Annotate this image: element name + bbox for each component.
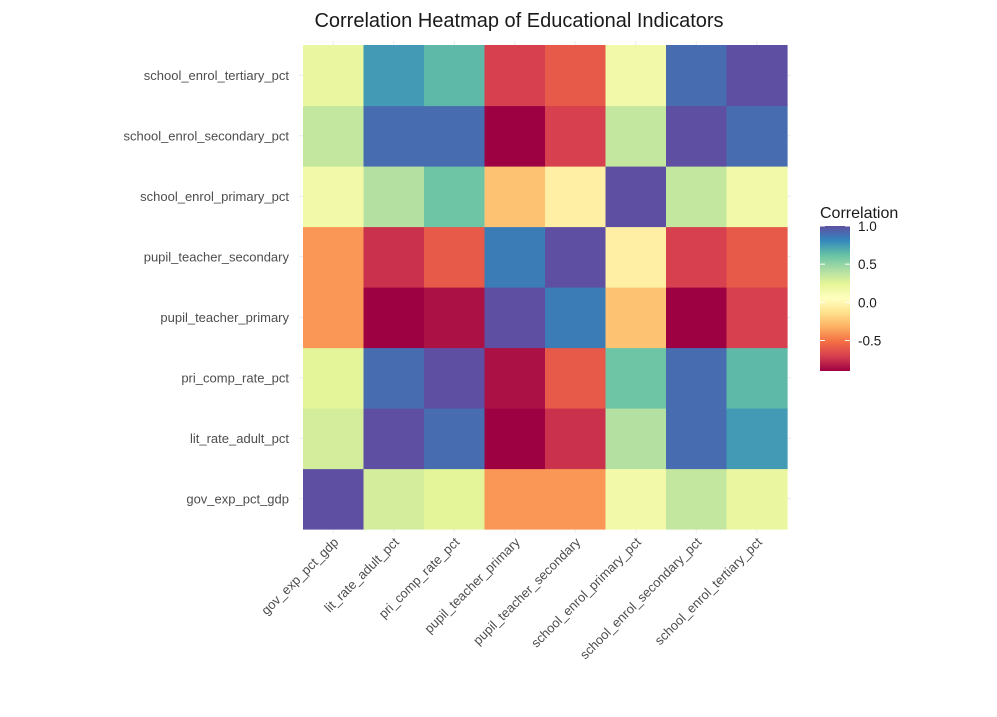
heatmap-cell-pri-comp-rate-pct-pupil-teacher-secondary [424, 226, 486, 288]
heatmap-cell-lit-rate-adult-pct-school-enrol-secondary-pct [363, 105, 425, 167]
heatmap-cell-school-enrol-tertiary-pct-school-enrol-secondary-pct [726, 105, 788, 167]
y-tick-label: pupil_teacher_secondary [144, 249, 290, 264]
heatmap-cell-school-enrol-primary-pct-pri-comp-rate-pct [605, 347, 667, 409]
heatmap-cell-pupil-teacher-primary-pupil-teacher-primary [484, 287, 546, 349]
chart-title: Correlation Heatmap of Educational Indic… [314, 10, 723, 32]
heatmap-cell-gov-exp-pct-gdp-pupil-teacher-secondary [303, 226, 365, 288]
legend-ticks: 1.0 0.5 0.0 -0.5 [820, 219, 881, 348]
heatmap-cell-lit-rate-adult-pct-pupil-teacher-primary [363, 287, 425, 349]
heatmap-cell-pupil-teacher-secondary-pri-comp-rate-pct [545, 347, 607, 409]
heatmap-cell-gov-exp-pct-gdp-school-enrol-secondary-pct [303, 105, 365, 167]
y-tick-label: school_enrol_secondary_pct [124, 128, 290, 143]
legend: Correlation 1.0 0.5 0.0 -0.5 [820, 205, 898, 371]
x-axis-tick-labels: gov_exp_pct_gdplit_rate_adult_pctpri_com… [258, 534, 765, 662]
heatmap-cell-pupil-teacher-secondary-school-enrol-secondary-pct [545, 105, 607, 167]
heatmap-cell-pupil-teacher-primary-gov-exp-pct-gdp [484, 468, 546, 530]
heatmap-cell-lit-rate-adult-pct-pupil-teacher-secondary [363, 226, 425, 288]
heatmap-cell-pupil-teacher-primary-school-enrol-tertiary-pct [484, 45, 546, 107]
heatmap-cell-school-enrol-secondary-pct-pri-comp-rate-pct [666, 347, 728, 409]
heatmap-cell-school-enrol-tertiary-pct-lit-rate-adult-pct [726, 408, 788, 470]
heatmap-cell-lit-rate-adult-pct-pri-comp-rate-pct [363, 347, 425, 409]
heatmap-cell-school-enrol-tertiary-pct-school-enrol-primary-pct [726, 166, 788, 228]
heatmap-cell-school-enrol-secondary-pct-lit-rate-adult-pct [666, 408, 728, 470]
heatmap-cell-lit-rate-adult-pct-school-enrol-primary-pct [363, 166, 425, 228]
heatmap-cell-school-enrol-tertiary-pct-pupil-teacher-secondary [726, 226, 788, 288]
heatmap-cell-school-enrol-secondary-pct-pupil-teacher-primary [666, 287, 728, 349]
heatmap-cell-pupil-teacher-secondary-lit-rate-adult-pct [545, 408, 607, 470]
heatmap-cell-gov-exp-pct-gdp-school-enrol-tertiary-pct [303, 45, 365, 107]
heatmap-cell-pupil-teacher-secondary-gov-exp-pct-gdp [545, 468, 607, 530]
heatmap-cell-school-enrol-primary-pct-gov-exp-pct-gdp [605, 468, 667, 530]
legend-tick-label: 0.0 [858, 295, 877, 310]
heatmap-cell-pupil-teacher-secondary-pupil-teacher-secondary [545, 226, 607, 288]
legend-title: Correlation [820, 205, 898, 222]
heatmap-cell-pupil-teacher-primary-pri-comp-rate-pct [484, 347, 546, 409]
y-tick-label: school_enrol_primary_pct [140, 189, 289, 204]
heatmap-cell-school-enrol-tertiary-pct-pupil-teacher-primary [726, 287, 788, 349]
heatmap-cell-pupil-teacher-primary-lit-rate-adult-pct [484, 408, 546, 470]
heatmap-cell-school-enrol-secondary-pct-pupil-teacher-secondary [666, 226, 728, 288]
heatmap-cell-school-enrol-tertiary-pct-pri-comp-rate-pct [726, 347, 788, 409]
heatmap-cell-pri-comp-rate-pct-school-enrol-secondary-pct [424, 105, 486, 167]
y-tick-label: pupil_teacher_primary [160, 310, 289, 325]
heatmap-cell-pupil-teacher-secondary-pupil-teacher-primary [545, 287, 607, 349]
heatmap-cell-school-enrol-primary-pct-school-enrol-secondary-pct [605, 105, 667, 167]
heatmap-cell-gov-exp-pct-gdp-school-enrol-primary-pct [303, 166, 365, 228]
heatmap-cell-school-enrol-secondary-pct-school-enrol-primary-pct [666, 166, 728, 228]
heatmap-cell-gov-exp-pct-gdp-gov-exp-pct-gdp [303, 468, 365, 530]
y-tick-label: gov_exp_pct_gdp [186, 491, 289, 506]
x-tick-label: school_enrol_primary_pct [528, 534, 644, 650]
heatmap-cell-school-enrol-tertiary-pct-school-enrol-tertiary-pct [726, 45, 788, 107]
y-axis-tick-labels: gov_exp_pct_gdp lit_rate_adult_pct pri_com… [124, 68, 290, 507]
heatmap-cell-lit-rate-adult-pct-school-enrol-tertiary-pct [363, 45, 425, 107]
heatmap-cell-pri-comp-rate-pct-gov-exp-pct-gdp [424, 468, 486, 530]
legend-color-bar [820, 226, 850, 371]
heatmap-cell-school-enrol-secondary-pct-gov-exp-pct-gdp [666, 468, 728, 530]
heatmap-cell-school-enrol-primary-pct-school-enrol-primary-pct [605, 166, 667, 228]
heatmap-cell-school-enrol-tertiary-pct-gov-exp-pct-gdp [726, 468, 788, 530]
y-tick-label: pri_comp_rate_pct [181, 370, 289, 385]
heatmap-cell-pri-comp-rate-pct-lit-rate-adult-pct [424, 408, 486, 470]
heatmap-cell-pupil-teacher-secondary-school-enrol-primary-pct [545, 166, 607, 228]
heatmap-cell-gov-exp-pct-gdp-pupil-teacher-primary [303, 287, 365, 349]
heatmap-cell-school-enrol-primary-pct-school-enrol-tertiary-pct [605, 45, 667, 107]
heatmap-cell-school-enrol-primary-pct-lit-rate-adult-pct [605, 408, 667, 470]
legend-tick-label: -0.5 [858, 333, 881, 348]
heatmap-cell-pri-comp-rate-pct-school-enrol-primary-pct [424, 166, 486, 228]
x-tick-label: school_enrol_tertiary_pct [652, 534, 766, 648]
heatmap-cell-pupil-teacher-primary-pupil-teacher-secondary [484, 226, 546, 288]
heatmap-cell-pri-comp-rate-pct-pri-comp-rate-pct [424, 347, 486, 409]
heatmap-cell-pupil-teacher-primary-school-enrol-primary-pct [484, 166, 546, 228]
legend-tick-label: 0.5 [858, 257, 877, 272]
x-tick-label: school_enrol_secondary_pct [577, 534, 705, 662]
heatmap-cell-pupil-teacher-secondary-school-enrol-tertiary-pct [545, 45, 607, 107]
heatmap-cell-pupil-teacher-primary-school-enrol-secondary-pct [484, 105, 546, 167]
heatmap-cell-school-enrol-secondary-pct-school-enrol-secondary-pct [666, 105, 728, 167]
heatmap-cell-school-enrol-secondary-pct-school-enrol-tertiary-pct [666, 45, 728, 107]
heatmap-cell-school-enrol-primary-pct-pupil-teacher-secondary [605, 226, 667, 288]
y-tick-label: school_enrol_tertiary_pct [144, 68, 290, 83]
legend-tick-label: 1.0 [858, 219, 877, 234]
x-tick-label: pupil_teacher_secondary [470, 534, 584, 648]
heatmap-cell-pri-comp-rate-pct-school-enrol-tertiary-pct [424, 45, 486, 107]
heatmap-cell-school-enrol-primary-pct-pupil-teacher-primary [605, 287, 667, 349]
heatmap-cell-lit-rate-adult-pct-lit-rate-adult-pct [363, 408, 425, 470]
heatmap-cell-pri-comp-rate-pct-pupil-teacher-primary [424, 287, 486, 349]
heatmap-cell-gov-exp-pct-gdp-pri-comp-rate-pct [303, 347, 365, 409]
heatmap-cells [303, 45, 788, 530]
heatmap-cell-lit-rate-adult-pct-gov-exp-pct-gdp [363, 468, 425, 530]
y-tick-label: lit_rate_adult_pct [190, 431, 289, 446]
heatmap-cell-gov-exp-pct-gdp-lit-rate-adult-pct [303, 408, 365, 470]
